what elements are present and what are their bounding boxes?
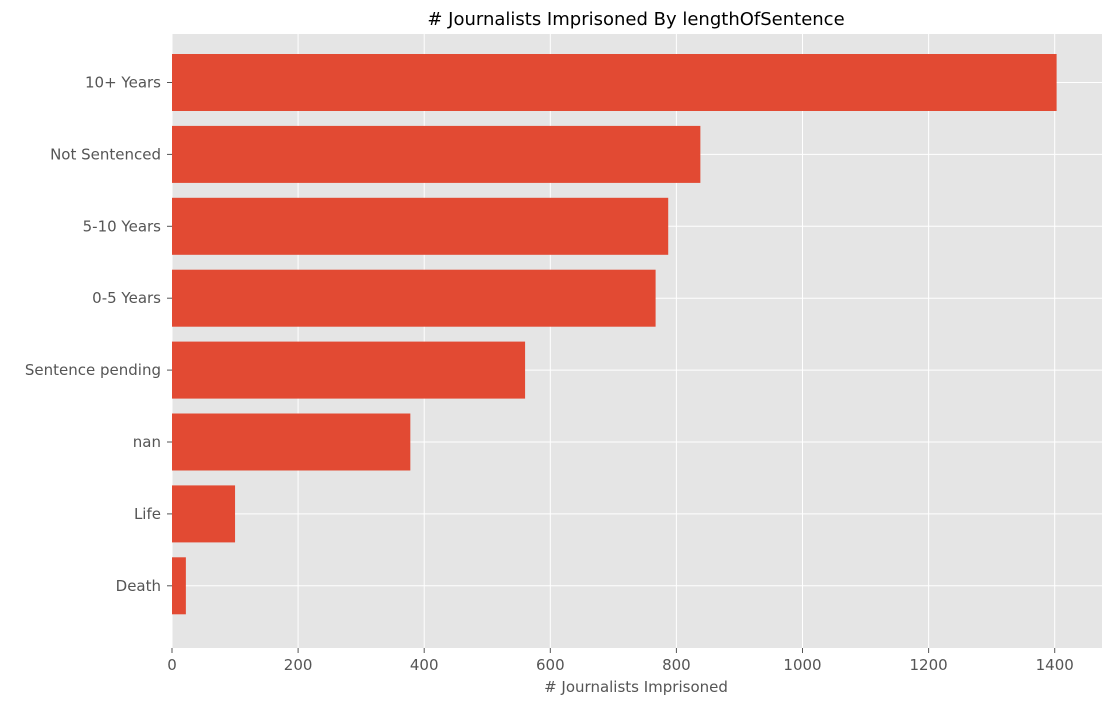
- x-tick-label: 600: [536, 656, 565, 674]
- x-tick-label: 1000: [783, 656, 821, 674]
- y-tick-label: Life: [134, 505, 161, 523]
- bar-not-sentenced: [172, 125, 701, 183]
- x-tick-label: 200: [284, 656, 313, 674]
- x-axis-title: # Journalists Imprisoned: [544, 678, 728, 696]
- y-tick-label: 5-10 Years: [83, 217, 162, 235]
- bar-life: [172, 485, 236, 543]
- y-tick-label: Death: [116, 577, 161, 595]
- bars: [172, 54, 1057, 615]
- x-tick-label: 1200: [910, 656, 948, 674]
- y-tick-label: nan: [133, 433, 161, 451]
- x-tick-label: 800: [662, 656, 691, 674]
- y-tick-label: 10+ Years: [85, 74, 161, 92]
- bar-0-5-years: [172, 269, 656, 327]
- x-axis-ticks: 0 200 400 600 800 1000 1200 1400: [167, 648, 1074, 674]
- y-tick-label: 0-5 Years: [92, 289, 161, 307]
- bar-10-years: [172, 54, 1057, 111]
- bar-nan: [172, 413, 411, 471]
- x-tick-label: 1400: [1036, 656, 1074, 674]
- x-tick-label: 0: [167, 656, 177, 674]
- x-tick-label: 400: [410, 656, 439, 674]
- y-axis-ticks: 10+ Years Not Sentenced 5-10 Years 0-5 Year…: [25, 74, 172, 595]
- bar-death: [172, 557, 186, 615]
- bar-sentence-pending: [172, 341, 526, 399]
- chart-title: # Journalists Imprisoned By lengthOfSent…: [427, 9, 844, 30]
- y-tick-label: Sentence pending: [25, 361, 161, 379]
- y-tick-label: Not Sentenced: [50, 145, 161, 163]
- bar-5-10-years: [172, 197, 669, 255]
